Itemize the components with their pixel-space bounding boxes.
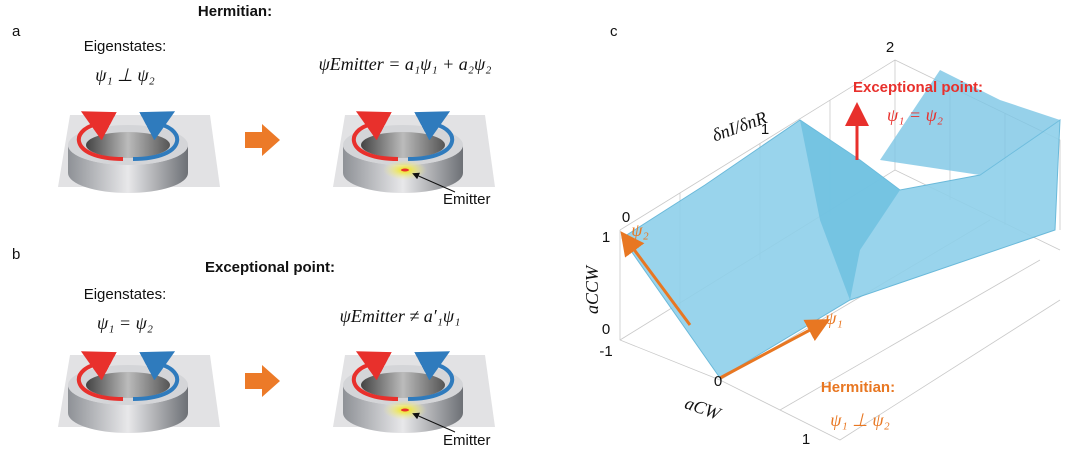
axis-label: aCW (682, 393, 725, 425)
tick-label: 0 (602, 321, 610, 338)
emitter-dot (401, 408, 409, 412)
relation: ψ₁ ⊥ ψ₂ (95, 65, 155, 85)
ep-title: Exceptional point: (853, 79, 983, 96)
hermitian-title: Hermitian: (821, 379, 895, 396)
eigenstates-label: Eigenstates: (84, 38, 167, 55)
tick-label: -1 (599, 343, 612, 360)
pointer (412, 172, 456, 193)
ring (333, 355, 495, 433)
panel-label: a (12, 23, 21, 40)
emitter-label: Emitter (443, 432, 491, 449)
relation: ψ₁ = ψ₂ (97, 313, 153, 333)
surface-fold (880, 70, 1060, 175)
axis-label: δnI/δnR (709, 107, 769, 145)
panel-label: b (12, 246, 20, 263)
tick-label: 1 (602, 229, 610, 246)
tick-label: 0 (622, 209, 630, 226)
arrow (245, 124, 280, 156)
equation: ψEmitter = a₁ψ₁ + a₂ψ₂ (319, 54, 492, 74)
equation: ψEmitter ≠ a′₁ψ₁ (340, 306, 461, 326)
axis-label: aCCW (582, 264, 602, 314)
panel-title: Hermitian: (198, 3, 272, 20)
ring (333, 115, 495, 193)
psi1-label: ψ₁ (825, 308, 842, 328)
surface-fold (800, 120, 900, 300)
eigenstates-label: Eigenstates: (84, 286, 167, 303)
tick-label: 1 (761, 121, 769, 138)
panel-title: Exceptional point: (205, 259, 335, 276)
tick-label: 2 (886, 39, 894, 56)
psi2-arrow (620, 231, 692, 326)
emitter-label: Emitter (443, 191, 491, 208)
tick-label: 0 (714, 373, 722, 390)
hermitian-relation: ψ₁ ⊥ ψ₂ (830, 410, 890, 430)
ring (58, 115, 220, 193)
ep-relation: ψ₁ = ψ₂ (887, 105, 943, 125)
psi1-arrow (719, 319, 831, 380)
panel-label: c (610, 23, 618, 40)
ring (58, 355, 220, 433)
tick-label: 1 (802, 431, 810, 448)
emitter-dot (401, 168, 409, 172)
arrow (245, 365, 280, 397)
psi2-label: ψ₂ (631, 220, 648, 240)
pointer (412, 412, 456, 433)
